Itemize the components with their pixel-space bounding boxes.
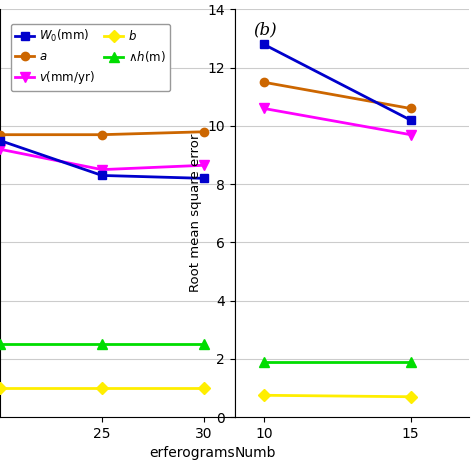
Text: (b): (b) — [254, 22, 277, 39]
X-axis label: erferograms: erferograms — [149, 447, 235, 460]
Legend: $W_0$(mm), $a$, $v$(mm/yr), $b$, $\wedge h$(m): $W_0$(mm), $a$, $v$(mm/yr), $b$, $\wedge… — [10, 24, 170, 91]
Y-axis label: Root mean square error: Root mean square error — [189, 134, 202, 292]
X-axis label: Numb: Numb — [235, 447, 276, 460]
